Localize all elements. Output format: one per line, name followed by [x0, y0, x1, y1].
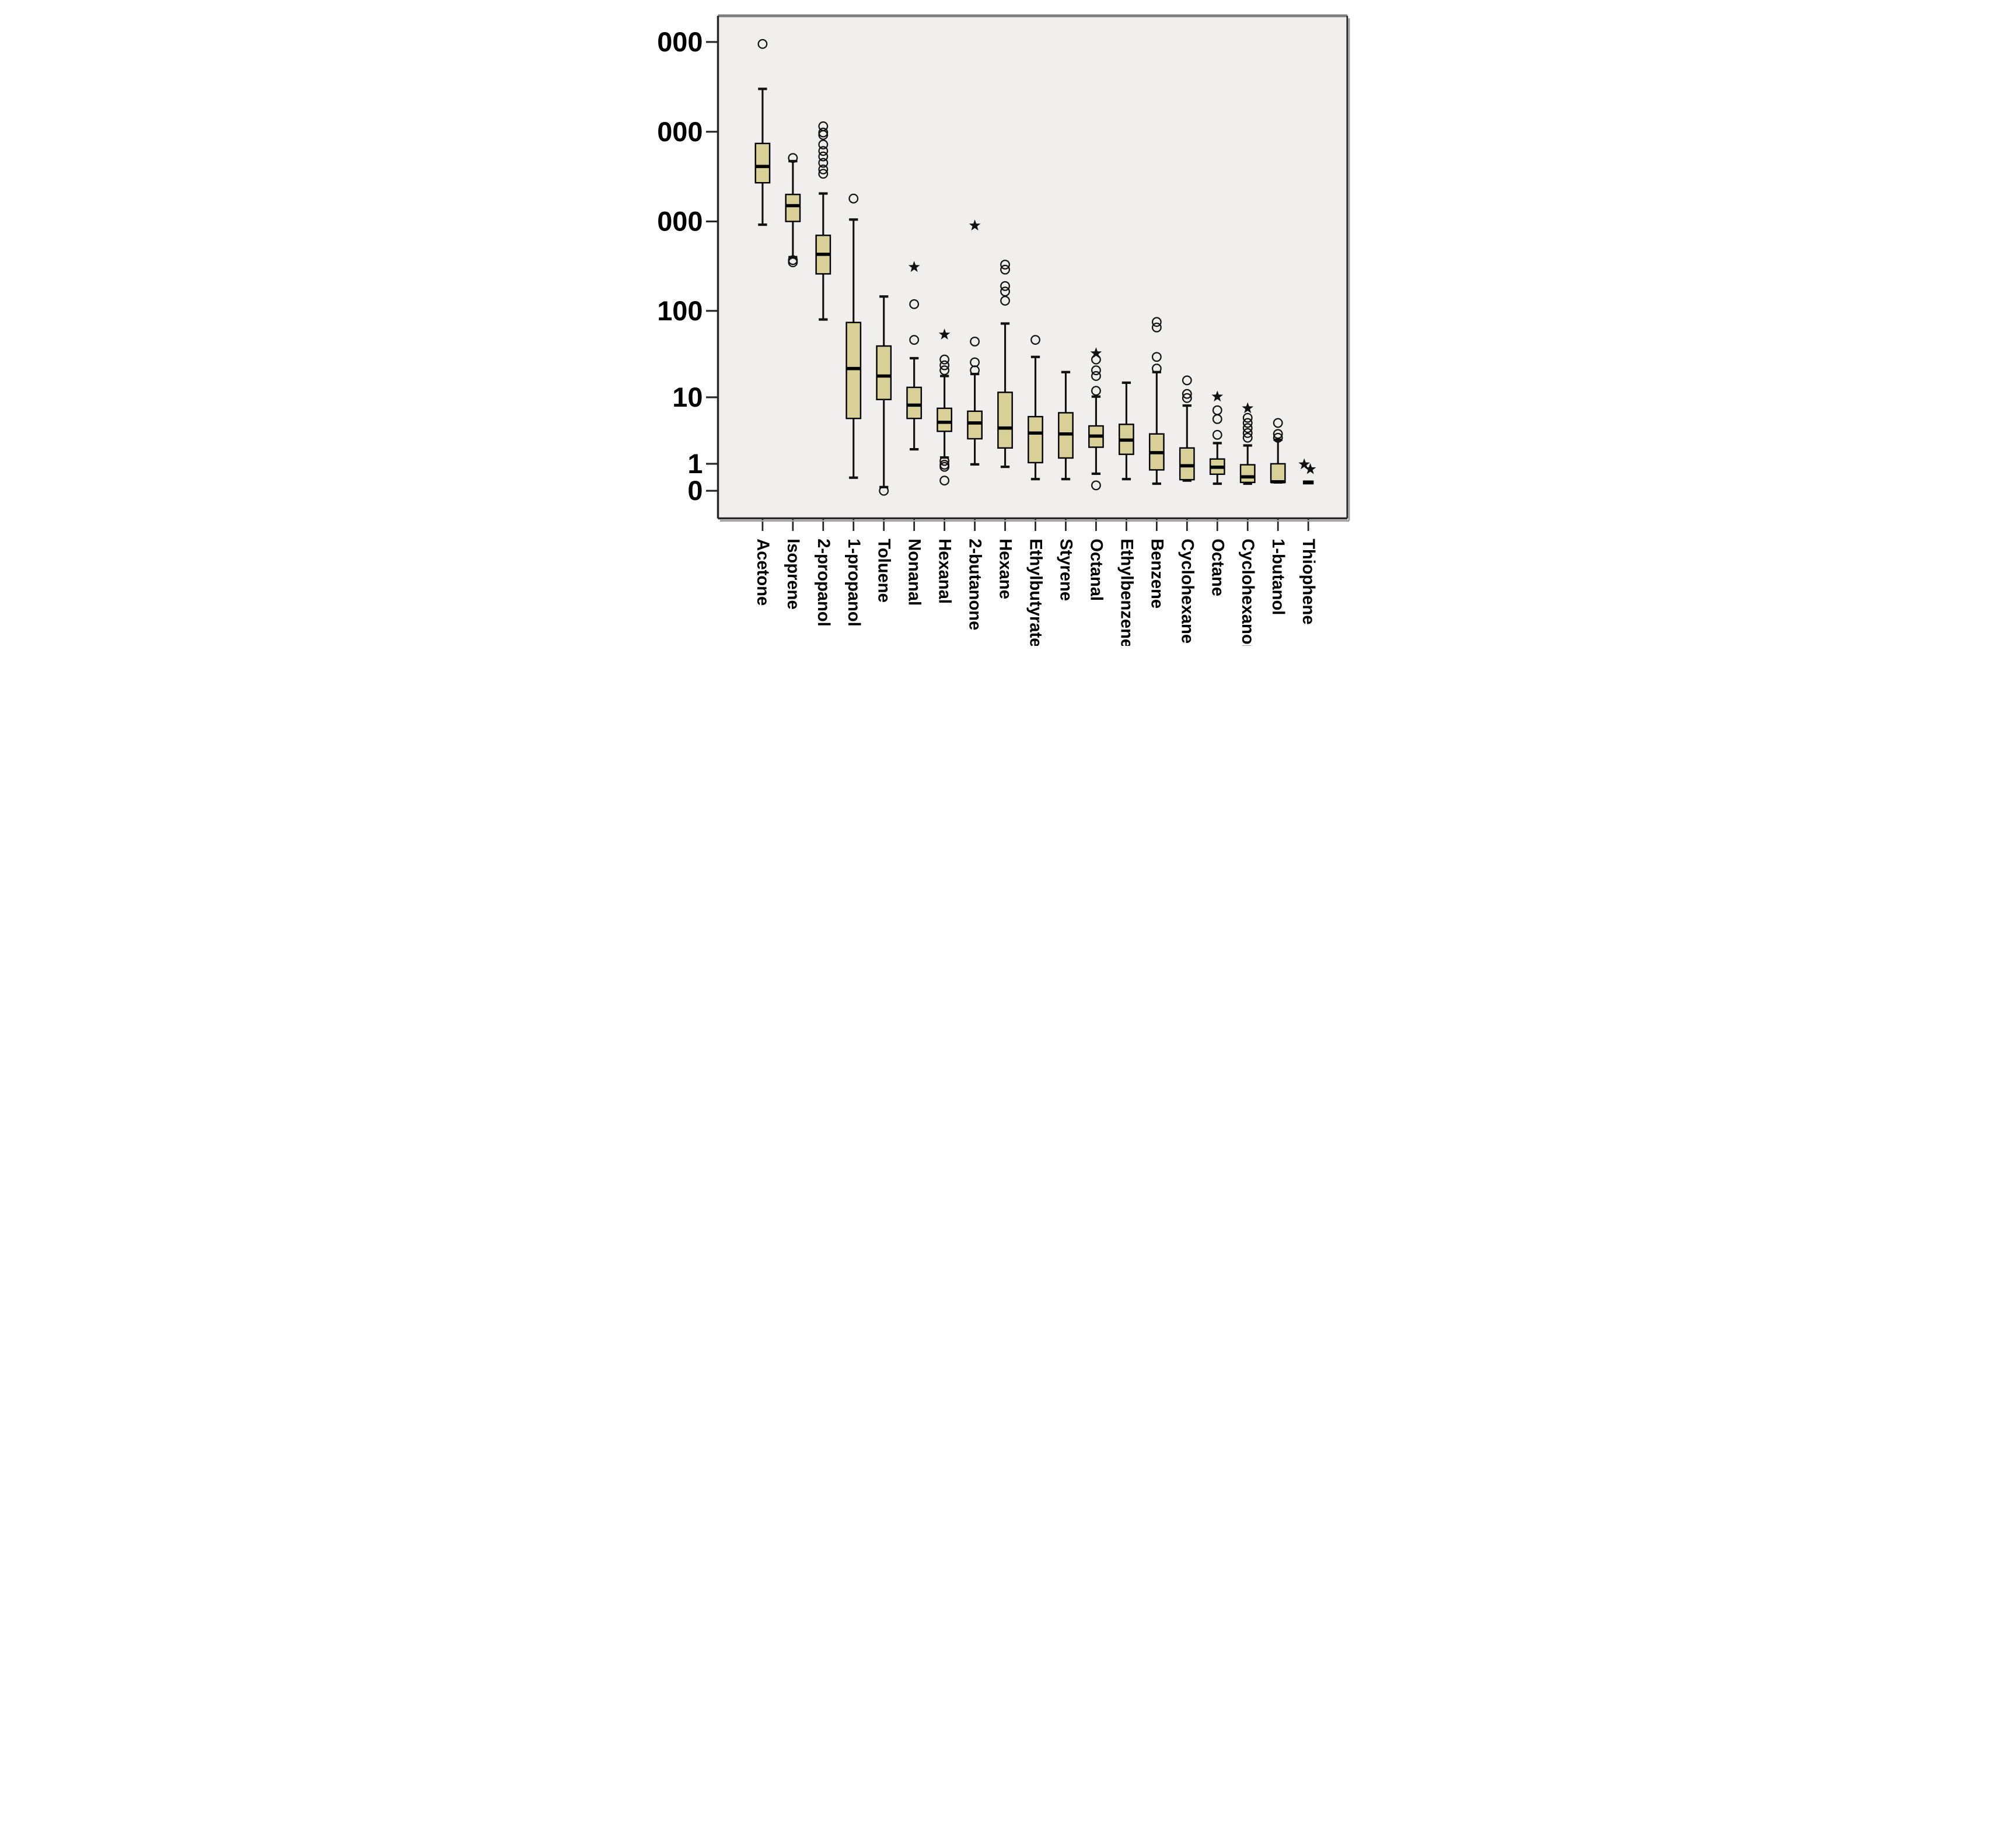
outlier-circle [1212, 414, 1222, 424]
outlier-circle [1242, 428, 1253, 438]
outlier-circle [878, 485, 889, 496]
outlier-circle [969, 365, 980, 376]
outlier-circle [787, 257, 798, 268]
outlier-circle [817, 130, 828, 140]
outlier-circle [1000, 281, 1010, 291]
boxplot-canvas: 100.000 10.000 1.000 100 10 10 Acetone Isoprene… [603, 14, 1350, 665]
outlier-circle [1091, 480, 1101, 491]
outlier-circle [939, 476, 949, 486]
y-tick-label: 1 [687, 449, 703, 479]
outlier-circle [1000, 296, 1010, 306]
y-tick-label: 1.000 [658, 207, 703, 237]
outlier-circle [939, 354, 949, 365]
box-ethylbutyrate [1027, 415, 1043, 464]
outlier-circle [1151, 322, 1162, 333]
outlier-circle [1151, 363, 1162, 374]
outlier-circle [817, 146, 828, 156]
extreme-star [969, 219, 980, 231]
box-hexanal [936, 407, 952, 432]
x-label-hexanal: Hexanal [935, 539, 953, 604]
outlier-circle [1151, 317, 1162, 327]
x-label-hexane: Hexane [995, 539, 1014, 599]
extreme-star [1211, 390, 1223, 402]
outlier-circle [817, 169, 828, 179]
outlier-circle [1242, 412, 1253, 423]
outlier-circle [1273, 429, 1283, 439]
outlier-circle [817, 151, 828, 162]
box-hexane [997, 391, 1013, 449]
x-label-nonanal: Nonanal [904, 539, 923, 606]
outlier-circle [939, 365, 949, 376]
x-label-1-butanol: 1-butanol [1269, 539, 1287, 615]
x-label-acetone: Acetone [753, 539, 771, 606]
outlier-circle [1000, 264, 1010, 275]
extreme-star [908, 261, 920, 272]
outlier-circle [1091, 365, 1101, 376]
extreme-star [1241, 402, 1253, 414]
x-label-2-propanol: 2-propanol [813, 539, 832, 627]
y-tick-label: 10 [672, 382, 703, 412]
x-label-thiophene: Thiophene [1299, 539, 1318, 624]
x-label-cyclohexane: Cyclohexane [1178, 539, 1196, 644]
outlier-circle [1212, 429, 1222, 440]
outlier-circle [817, 127, 828, 138]
outlier-circle [909, 299, 919, 309]
outlier-circle [1030, 335, 1040, 345]
x-label-2-butanone: 2-butanone [965, 539, 984, 630]
extreme-star [938, 328, 951, 340]
x-label-styrene: Styrene [1056, 539, 1075, 601]
extreme-star [1298, 458, 1310, 470]
x-label-ethylbutyrate: Ethylbutyrate [1026, 539, 1044, 646]
y-tick-label: 100 [658, 296, 703, 326]
box-isoprene [784, 194, 801, 222]
outlier-circle [1242, 432, 1253, 443]
y-tick-label: 100.000 [658, 27, 703, 57]
outlier-circle [1273, 432, 1283, 443]
x-label-toluene: Toluene [874, 539, 893, 603]
x-label-octane: Octane [1208, 539, 1227, 596]
extreme-star [1304, 463, 1316, 474]
extreme-star [1090, 347, 1102, 359]
x-label-benzene: Benzene [1147, 539, 1166, 609]
outlier-circle [1182, 375, 1192, 386]
y-tick-label: 0 [687, 476, 703, 506]
outlier-circle [1242, 423, 1253, 433]
x-label-octanal: Octanal [1086, 539, 1105, 601]
y-tick-label: 10.000 [658, 117, 703, 147]
box-nonanal [906, 386, 922, 419]
outlier-circle [1091, 371, 1101, 381]
box-acetone [754, 142, 770, 184]
outlier-circle [1273, 418, 1283, 428]
x-label-1-propanol: 1-propanol [844, 539, 862, 627]
x-label-isoprene: Isoprene [783, 539, 802, 610]
outlier-circle [1151, 352, 1162, 362]
outlier-circle [1182, 389, 1192, 399]
box-2-butanone [966, 410, 983, 440]
outlier-circle [909, 335, 919, 345]
outlier-circle [939, 456, 949, 466]
outlier-circle [817, 164, 828, 174]
outlier-circle [817, 158, 828, 168]
box-cyclohexane [1179, 447, 1195, 481]
chart-container: 100.000 10.000 1.000 100 10 10 Acetone Isoprene… [603, 0, 1361, 665]
outlier-circle [939, 360, 949, 370]
box-toluene [875, 345, 892, 400]
outlier-circle [787, 153, 798, 163]
box-1-propanol [845, 321, 861, 419]
outlier-circle [1000, 286, 1010, 297]
outlier-circle [848, 193, 858, 204]
box-cyclohexanone [1239, 464, 1256, 484]
x-label-cyclohexanone: Cyclohexanone [1238, 539, 1257, 646]
outlier-circle [969, 336, 980, 347]
outlier-circle [1091, 386, 1101, 396]
box-1-butanol [1270, 463, 1286, 484]
outlier-circle [817, 139, 828, 150]
outlier-circle [1242, 418, 1253, 428]
outlier-circle [757, 39, 767, 49]
outlier-circle [1000, 260, 1010, 270]
outlier-circle [939, 462, 949, 472]
x-label-ethylbenzene: Ethylbenzene [1117, 539, 1135, 646]
outlier-circle [1182, 393, 1192, 403]
